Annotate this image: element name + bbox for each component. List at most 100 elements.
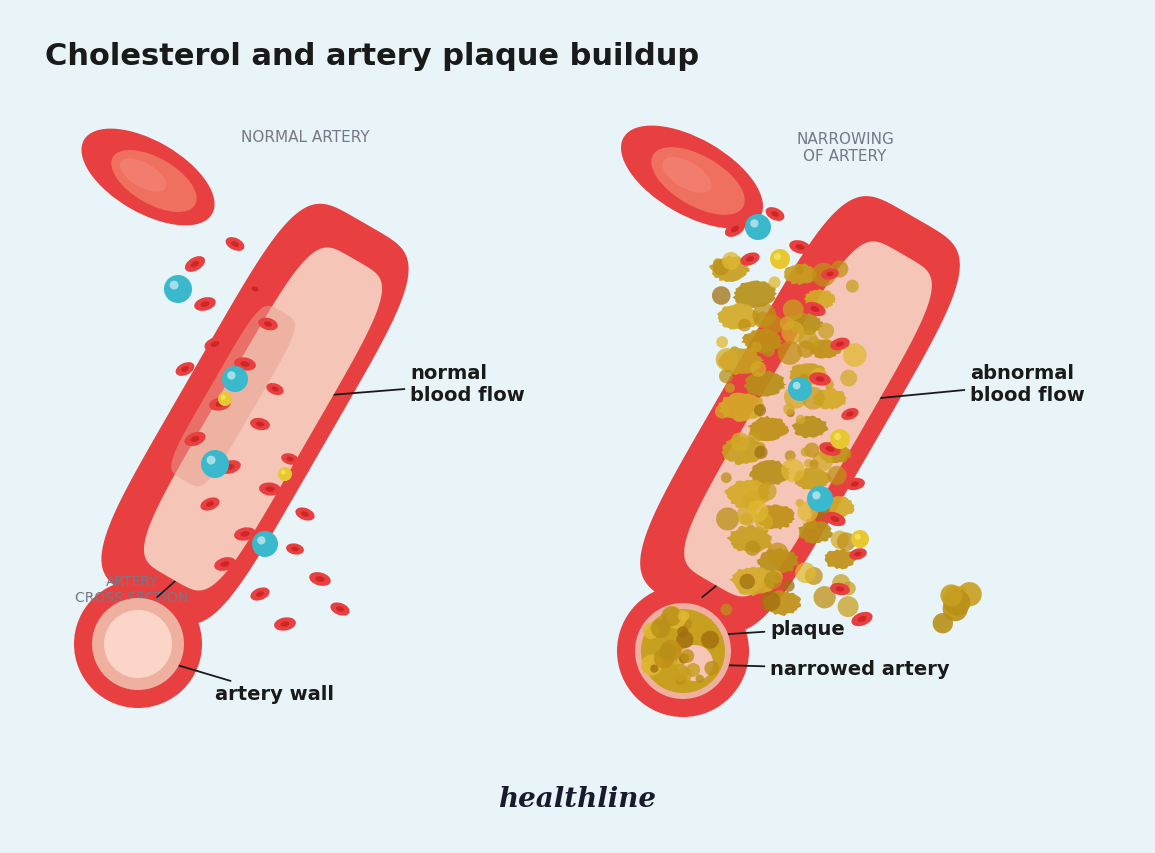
Ellipse shape: [234, 528, 256, 541]
Text: Cholesterol and artery plaque buildup: Cholesterol and artery plaque buildup: [45, 42, 699, 71]
Circle shape: [207, 456, 216, 465]
Circle shape: [739, 574, 755, 589]
Ellipse shape: [111, 150, 201, 216]
Ellipse shape: [330, 603, 350, 616]
Circle shape: [781, 322, 804, 345]
Polygon shape: [171, 306, 295, 487]
Circle shape: [818, 323, 834, 339]
Circle shape: [680, 649, 694, 663]
Circle shape: [747, 432, 760, 445]
Circle shape: [677, 645, 713, 682]
Circle shape: [738, 319, 751, 332]
Circle shape: [796, 266, 804, 275]
Polygon shape: [791, 416, 828, 438]
Circle shape: [680, 618, 692, 630]
Polygon shape: [787, 313, 824, 336]
Polygon shape: [825, 549, 856, 570]
Circle shape: [751, 362, 766, 377]
Circle shape: [740, 514, 753, 525]
Ellipse shape: [296, 508, 314, 521]
Circle shape: [713, 260, 729, 276]
Ellipse shape: [725, 222, 745, 238]
Circle shape: [677, 627, 688, 638]
Circle shape: [721, 473, 731, 484]
Circle shape: [720, 369, 733, 384]
Circle shape: [660, 644, 676, 660]
Circle shape: [218, 392, 232, 407]
Circle shape: [762, 579, 774, 592]
Circle shape: [666, 609, 686, 629]
Circle shape: [762, 345, 775, 357]
Circle shape: [768, 277, 781, 289]
Ellipse shape: [240, 531, 249, 537]
Circle shape: [805, 567, 822, 585]
Circle shape: [721, 604, 732, 616]
Ellipse shape: [796, 245, 805, 251]
Ellipse shape: [204, 338, 225, 351]
Ellipse shape: [810, 373, 830, 386]
Circle shape: [752, 304, 776, 328]
Polygon shape: [821, 496, 855, 518]
Polygon shape: [761, 590, 802, 617]
Circle shape: [754, 404, 766, 416]
Ellipse shape: [310, 572, 330, 586]
Circle shape: [792, 382, 800, 390]
Ellipse shape: [804, 303, 826, 316]
Ellipse shape: [740, 253, 760, 266]
Polygon shape: [792, 467, 832, 490]
Ellipse shape: [221, 561, 230, 567]
Text: artery wall: artery wall: [133, 652, 334, 704]
Ellipse shape: [821, 269, 839, 281]
Ellipse shape: [225, 238, 245, 252]
Circle shape: [952, 590, 973, 611]
Circle shape: [635, 603, 731, 699]
Circle shape: [761, 592, 781, 612]
Circle shape: [932, 613, 953, 634]
Ellipse shape: [301, 512, 310, 517]
Ellipse shape: [266, 487, 275, 492]
Ellipse shape: [176, 363, 194, 376]
Circle shape: [830, 430, 850, 450]
Circle shape: [92, 598, 184, 690]
Ellipse shape: [651, 148, 745, 216]
Circle shape: [650, 664, 658, 673]
Circle shape: [837, 533, 856, 551]
Ellipse shape: [830, 516, 840, 522]
Ellipse shape: [651, 147, 748, 218]
Ellipse shape: [286, 543, 304, 555]
Circle shape: [678, 611, 690, 622]
Circle shape: [74, 580, 202, 708]
Circle shape: [810, 368, 827, 386]
Ellipse shape: [201, 302, 209, 308]
Circle shape: [646, 668, 653, 675]
Text: normal
blood flow: normal blood flow: [283, 364, 524, 405]
Polygon shape: [804, 290, 835, 310]
Circle shape: [855, 534, 860, 540]
Text: abnormal
blood flow: abnormal blood flow: [873, 364, 1085, 405]
Ellipse shape: [851, 612, 872, 626]
Circle shape: [784, 450, 796, 461]
Circle shape: [942, 596, 968, 622]
Circle shape: [662, 606, 681, 627]
Circle shape: [751, 220, 759, 229]
Ellipse shape: [216, 402, 224, 408]
Ellipse shape: [225, 465, 234, 470]
Polygon shape: [726, 525, 773, 554]
Ellipse shape: [256, 591, 264, 597]
Text: narrowed artery: narrowed artery: [686, 659, 949, 679]
Ellipse shape: [830, 339, 850, 351]
Ellipse shape: [746, 257, 754, 263]
Text: NARROWING
OF ARTERY: NARROWING OF ARTERY: [796, 131, 894, 164]
Circle shape: [798, 331, 818, 350]
Ellipse shape: [191, 437, 200, 443]
Ellipse shape: [772, 212, 778, 218]
Circle shape: [807, 486, 833, 513]
Ellipse shape: [819, 443, 841, 456]
Circle shape: [642, 641, 654, 652]
Polygon shape: [808, 339, 842, 359]
Ellipse shape: [214, 558, 236, 572]
Circle shape: [832, 574, 850, 593]
Circle shape: [710, 634, 717, 641]
Circle shape: [777, 341, 802, 365]
Circle shape: [701, 618, 714, 631]
